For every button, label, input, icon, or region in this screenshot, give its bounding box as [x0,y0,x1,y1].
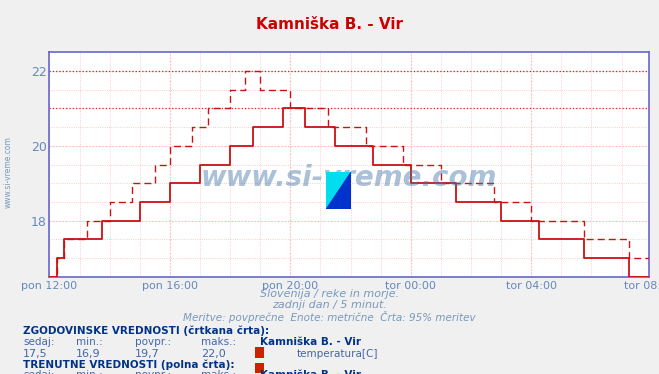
Text: 22,0: 22,0 [201,349,226,359]
Polygon shape [326,172,351,209]
Text: temperatura[C]: temperatura[C] [297,349,378,359]
Text: povpr.:: povpr.: [135,370,171,374]
Text: povpr.:: povpr.: [135,337,171,347]
Text: Meritve: povprečne  Enote: metrične  Črta: 95% meritev: Meritve: povprečne Enote: metrične Črta:… [183,311,476,323]
Text: min.:: min.: [76,370,103,374]
Text: Kamniška B. - Vir: Kamniška B. - Vir [260,337,361,347]
Text: sedaj:: sedaj: [23,370,55,374]
Text: min.:: min.: [76,337,103,347]
Text: maks.:: maks.: [201,337,236,347]
Text: maks.:: maks.: [201,370,236,374]
Text: ZGODOVINSKE VREDNOSTI (črtkana črta):: ZGODOVINSKE VREDNOSTI (črtkana črta): [23,325,269,336]
Text: zadnji dan / 5 minut.: zadnji dan / 5 minut. [272,300,387,310]
Polygon shape [326,172,351,209]
Text: Kamniška B. - Vir: Kamniška B. - Vir [256,17,403,32]
Text: 16,9: 16,9 [76,349,100,359]
Text: 17,5: 17,5 [23,349,47,359]
Text: www.si-vreme.com: www.si-vreme.com [4,136,13,208]
Text: sedaj:: sedaj: [23,337,55,347]
Text: Slovenija / reke in morje.: Slovenija / reke in morje. [260,289,399,299]
Text: TRENUTNE VREDNOSTI (polna črta):: TRENUTNE VREDNOSTI (polna črta): [23,360,235,370]
Text: www.si-vreme.com: www.si-vreme.com [201,164,498,192]
Text: Kamniška B. - Vir: Kamniška B. - Vir [260,370,361,374]
Text: 19,7: 19,7 [135,349,160,359]
